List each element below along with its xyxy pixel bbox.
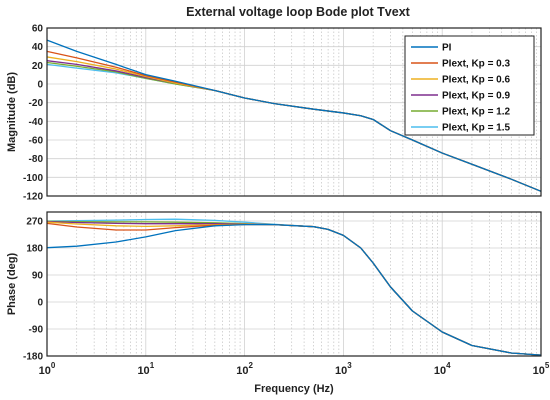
legend-box — [404, 35, 535, 136]
magnitude-y-tick-label: 20 — [32, 61, 44, 72]
phase-y-tick-label: 90 — [32, 271, 44, 282]
phase-axes: 270 180 90 0 -90 -180 100 101 102 103 104 105 Phas… — [6, 211, 550, 395]
magnitude-series-line — [46, 39, 542, 192]
magnitude-axes: 60 40 20 0 -20 -40 -60 -80 -100 -120 Magnitude (d… — [6, 24, 542, 203]
x-tick-label: 100 — [39, 361, 56, 377]
legend-entry-label: PI — [442, 43, 452, 54]
magnitude-grid — [46, 27, 542, 197]
magnitude-y-tick-label: 60 — [32, 24, 44, 35]
phase-x-tick-labels: 100 101 102 103 104 105 — [39, 361, 550, 377]
phase-y-tick-label: 180 — [26, 244, 43, 255]
magnitude-y-tick-label: -20 — [29, 98, 44, 109]
legend-entry-label: PIext, Kp = 0.3 — [442, 59, 511, 70]
legend-entry-label: PIext, Kp = 0.9 — [442, 91, 511, 102]
x-tick-label: 105 — [533, 361, 550, 377]
x-tick-label: 103 — [335, 361, 352, 377]
phase-y-tick-label: -90 — [29, 325, 44, 336]
chart-title: External voltage loop Bode plot Tvext — [186, 5, 410, 19]
magnitude-y-tick-label: -80 — [29, 154, 44, 165]
x-tick-label: 102 — [236, 361, 253, 377]
magnitude-y-tick-label: 0 — [37, 80, 43, 91]
phase-y-axis-label: Phase (deg) — [6, 252, 18, 315]
magnitude-y-axis-label: Magnitude (dB) — [6, 72, 18, 152]
phase-series-lines — [46, 218, 542, 356]
magnitude-y-tick-label: -100 — [23, 173, 43, 184]
phase-y-tick-label: 270 — [26, 217, 43, 228]
magnitude-y-tick-labels: 60 40 20 0 -20 -40 -60 -80 -100 -120 — [23, 24, 43, 203]
legend: PI PIext, Kp = 0.3 PIext, Kp = 0.6 PIext, K… — [404, 35, 535, 136]
x-tick-label: 104 — [434, 361, 451, 377]
magnitude-axes-frame — [46, 27, 542, 197]
x-tick-label: 101 — [137, 361, 154, 377]
magnitude-y-tick-label: -120 — [23, 192, 43, 203]
magnitude-y-tick-label: -60 — [29, 136, 44, 147]
phase-grid — [46, 212, 542, 357]
legend-entry-label: PIext, Kp = 1.2 — [442, 107, 511, 118]
magnitude-y-tick-label: -40 — [29, 117, 44, 128]
phase-y-tick-label: -180 — [23, 352, 43, 363]
x-axis-label: Frequency (Hz) — [254, 383, 334, 395]
magnitude-y-tick-label: 40 — [32, 42, 44, 53]
magnitude-series-lines — [46, 39, 542, 192]
phase-series-line — [46, 223, 542, 356]
phase-axes-frame — [46, 211, 542, 357]
legend-entry-label: PIext, Kp = 1.5 — [442, 123, 511, 134]
phase-y-tick-labels: 270 180 90 0 -90 -180 — [23, 217, 43, 363]
legend-entry-label: PIext, Kp = 0.6 — [442, 75, 511, 86]
phase-y-tick-label: 0 — [37, 298, 43, 309]
